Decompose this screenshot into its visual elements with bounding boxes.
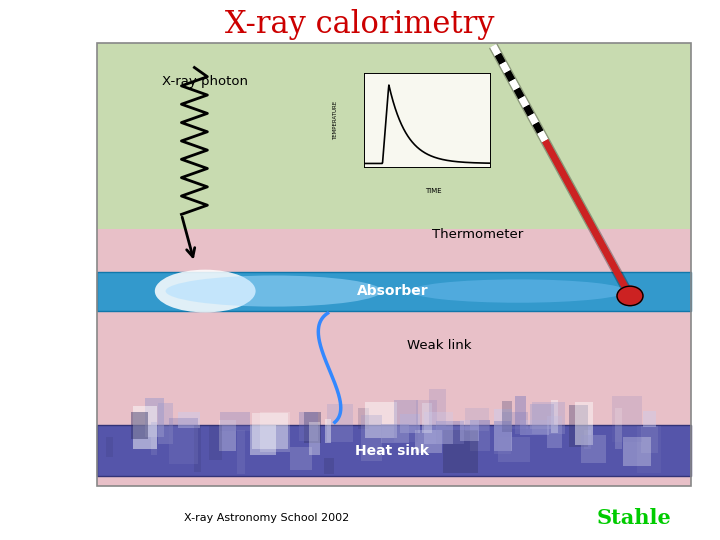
Bar bbox=[502, 401, 512, 432]
Text: Stahle: Stahle bbox=[596, 508, 671, 529]
Ellipse shape bbox=[155, 269, 256, 313]
Text: Thermometer: Thermometer bbox=[432, 228, 523, 241]
Bar bbox=[381, 424, 409, 443]
Bar bbox=[494, 409, 512, 450]
Bar bbox=[575, 402, 593, 446]
Bar bbox=[502, 411, 528, 429]
Bar bbox=[641, 426, 658, 453]
Bar bbox=[219, 420, 236, 451]
Text: X-ray calorimetry: X-ray calorimetry bbox=[225, 9, 495, 40]
Bar bbox=[623, 436, 651, 466]
Text: X-ray photon: X-ray photon bbox=[162, 75, 248, 87]
Bar bbox=[416, 400, 438, 440]
Bar bbox=[470, 420, 490, 451]
Bar bbox=[324, 458, 334, 475]
Bar bbox=[158, 403, 174, 443]
Bar bbox=[260, 413, 290, 452]
Bar bbox=[498, 437, 530, 462]
Bar bbox=[422, 403, 432, 433]
Bar bbox=[250, 425, 276, 455]
Circle shape bbox=[617, 286, 643, 306]
Bar bbox=[97, 43, 691, 486]
Bar bbox=[552, 400, 558, 434]
Bar bbox=[252, 413, 288, 449]
Bar bbox=[584, 430, 591, 449]
Bar bbox=[424, 412, 454, 443]
Text: Weak link: Weak link bbox=[407, 339, 472, 352]
Bar bbox=[400, 414, 420, 433]
Bar bbox=[131, 412, 148, 440]
Bar bbox=[169, 417, 198, 464]
Bar bbox=[612, 395, 642, 442]
Bar bbox=[289, 447, 312, 470]
Bar bbox=[194, 425, 201, 472]
Text: Heat sink: Heat sink bbox=[356, 444, 429, 457]
Bar bbox=[637, 427, 661, 474]
Bar bbox=[460, 420, 479, 441]
Text: X-ray Astronomy School 2002: X-ray Astronomy School 2002 bbox=[184, 514, 349, 523]
Bar bbox=[515, 396, 526, 434]
Bar bbox=[106, 437, 113, 457]
Bar bbox=[465, 408, 489, 431]
Bar bbox=[97, 425, 691, 476]
Bar bbox=[428, 389, 446, 427]
Bar bbox=[309, 422, 320, 455]
Text: Absorber: Absorber bbox=[356, 284, 428, 298]
Bar bbox=[179, 411, 200, 428]
Bar bbox=[494, 421, 511, 454]
Bar bbox=[220, 411, 251, 430]
Bar bbox=[299, 413, 318, 441]
Bar bbox=[532, 402, 564, 434]
Bar bbox=[569, 405, 588, 447]
Bar bbox=[97, 229, 691, 486]
Bar bbox=[436, 421, 464, 444]
Bar bbox=[237, 430, 245, 474]
Bar bbox=[580, 435, 606, 463]
Bar bbox=[547, 416, 562, 448]
Bar bbox=[358, 408, 369, 429]
Bar bbox=[615, 408, 622, 449]
Bar bbox=[365, 402, 397, 437]
Bar bbox=[304, 413, 321, 443]
Bar bbox=[209, 424, 222, 460]
Ellipse shape bbox=[410, 279, 626, 303]
Bar bbox=[145, 397, 163, 437]
Bar bbox=[361, 415, 382, 461]
Bar bbox=[150, 422, 157, 455]
Bar bbox=[415, 430, 442, 453]
Bar bbox=[643, 411, 656, 427]
Bar bbox=[325, 418, 331, 443]
Bar bbox=[132, 406, 157, 449]
Bar bbox=[443, 430, 478, 472]
Bar bbox=[395, 401, 418, 442]
Bar bbox=[521, 420, 549, 435]
Ellipse shape bbox=[166, 275, 382, 307]
Bar bbox=[97, 43, 691, 229]
Bar bbox=[327, 404, 354, 442]
Bar bbox=[97, 272, 691, 310]
Bar bbox=[530, 404, 554, 429]
